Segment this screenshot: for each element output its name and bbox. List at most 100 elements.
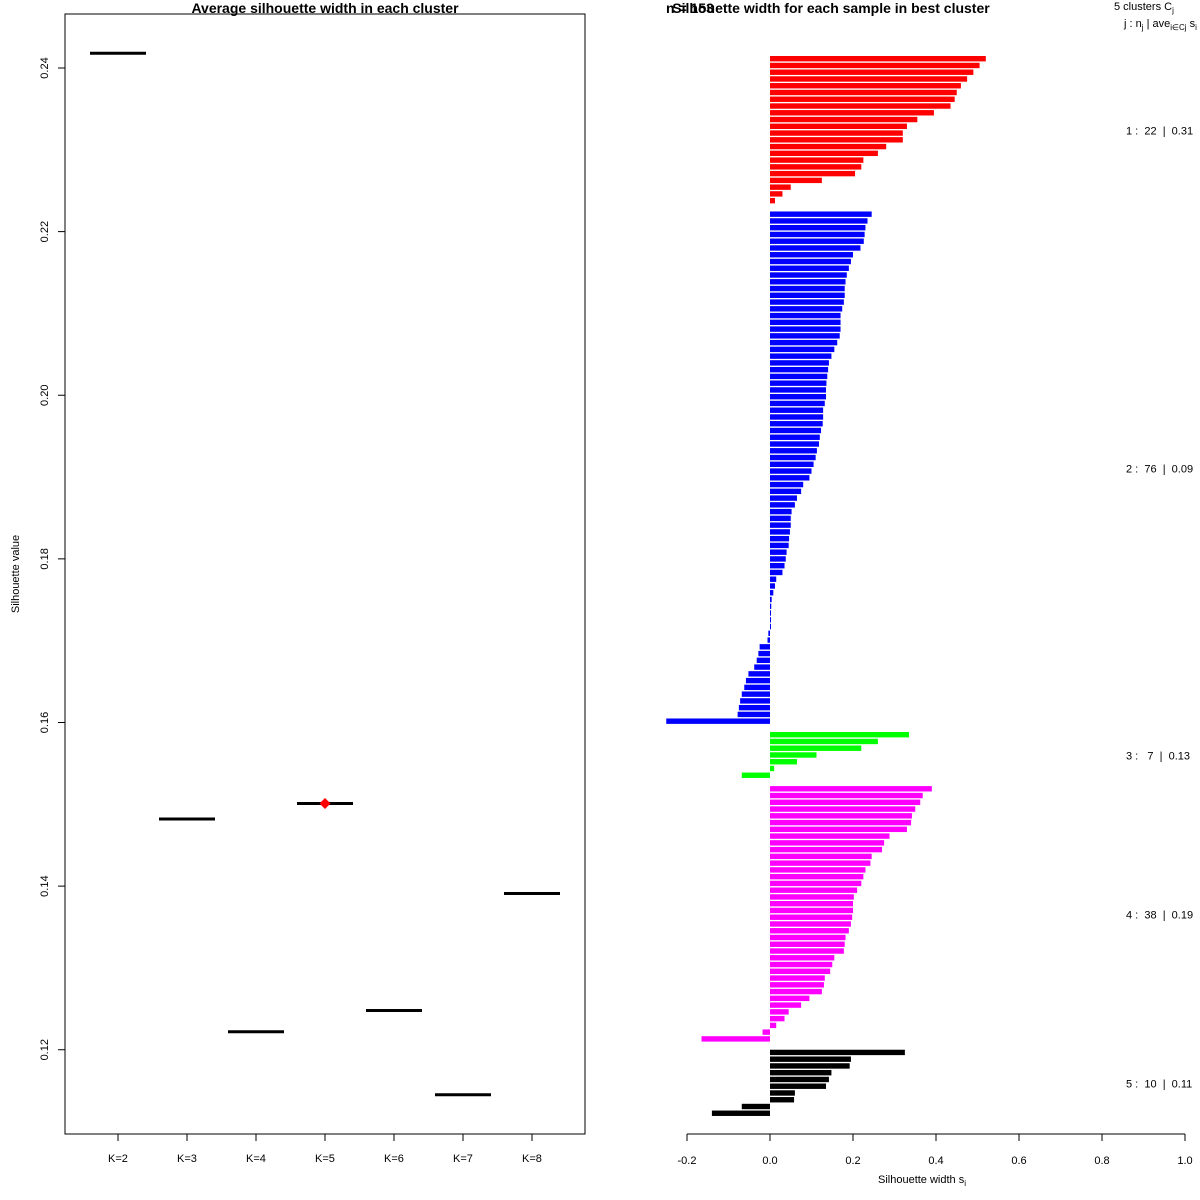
left-plot-frame bbox=[64, 13, 586, 1135]
x-tick-label: K=6 bbox=[384, 1153, 404, 1165]
left-y-axis: 0.12 0.14 0.16 0.18 0.20 0.22 0.24 bbox=[39, 57, 65, 1060]
silhouette-bar bbox=[770, 535, 790, 542]
left-chart-title: Average silhouette width in each cluster bbox=[191, 0, 459, 16]
silhouette-bar bbox=[770, 258, 851, 265]
y-tick-label: 0.12 bbox=[39, 1039, 51, 1060]
silhouette-bar bbox=[770, 1022, 777, 1029]
silhouette-bar bbox=[770, 623, 771, 630]
silhouette-bar bbox=[666, 718, 770, 724]
silhouette-bar bbox=[770, 982, 824, 988]
x-tick-label: -0.2 bbox=[678, 1155, 697, 1167]
silhouette-bar bbox=[741, 1103, 770, 1110]
silhouette-bar bbox=[770, 461, 814, 467]
cluster-label: 3 : 7 | 0.13 bbox=[1126, 751, 1190, 763]
silhouette-bar bbox=[770, 218, 868, 224]
silhouette-bar bbox=[770, 563, 785, 569]
silhouette-bar bbox=[770, 799, 921, 805]
silhouette-bar bbox=[770, 576, 777, 582]
silhouette-bar bbox=[744, 684, 770, 691]
cluster-label: 1 : 22 | 0.31 bbox=[1126, 125, 1193, 137]
silhouette-bar bbox=[770, 948, 844, 954]
silhouette-bar bbox=[770, 792, 923, 799]
silhouette-bar bbox=[770, 765, 775, 772]
legend-title: 5 clusters Cj bbox=[1114, 1, 1174, 15]
silhouette-bars bbox=[666, 56, 986, 1116]
silhouette-bar bbox=[770, 590, 774, 596]
silhouette-bar bbox=[770, 1049, 905, 1056]
silhouette-bar bbox=[770, 759, 797, 765]
silhouette-bar bbox=[770, 123, 907, 129]
silhouette-bar bbox=[770, 231, 865, 238]
y-tick-label: 0.16 bbox=[39, 712, 51, 733]
silhouette-bar bbox=[770, 143, 887, 150]
silhouette-bar bbox=[770, 454, 816, 461]
silhouette-bar bbox=[738, 704, 770, 711]
silhouette-bar bbox=[770, 603, 772, 609]
silhouette-bar bbox=[770, 427, 822, 434]
silhouette-bar bbox=[770, 346, 835, 353]
silhouette-bar bbox=[770, 468, 812, 474]
x-tick-label: 0.4 bbox=[928, 1155, 943, 1167]
silhouette-bar bbox=[770, 279, 846, 285]
silhouette-bar bbox=[770, 150, 878, 157]
silhouette-bar bbox=[770, 197, 775, 204]
silhouette-bar bbox=[770, 819, 912, 826]
right-x-axis: -0.2 0.0 0.2 0.4 0.6 0.8 1.0 bbox=[678, 1133, 1193, 1167]
silhouette-bar bbox=[770, 285, 845, 292]
silhouette-bar bbox=[770, 873, 864, 880]
silhouette-bar bbox=[770, 488, 802, 495]
silhouette-bar bbox=[770, 968, 831, 974]
silhouette-bar bbox=[770, 319, 841, 326]
silhouette-bar bbox=[762, 1029, 770, 1035]
cluster-label: 2 : 76 | 0.09 bbox=[1126, 463, 1193, 475]
silhouette-bar bbox=[770, 1009, 789, 1015]
cluster-label: 5 : 10 | 0.11 bbox=[1126, 1079, 1192, 1091]
silhouette-bar bbox=[770, 738, 878, 745]
x-tick-label: K=2 bbox=[108, 1153, 128, 1165]
y-tick-label: 0.22 bbox=[39, 221, 51, 242]
left-x-axis: K=2 K=3 K=4 K=5 K=6 K=7 K=8 bbox=[108, 1134, 542, 1165]
silhouette-bar bbox=[770, 421, 823, 427]
silhouette-bar bbox=[770, 89, 957, 96]
silhouette-bar bbox=[770, 1076, 829, 1083]
silhouette-bar bbox=[770, 164, 862, 170]
silhouette-bar bbox=[770, 826, 907, 833]
silhouette-bar bbox=[770, 245, 861, 251]
cluster-labels: 1 : 22 | 0.31 2 : 76 | 0.09 3 : 7 | 0.13 4 … bbox=[1126, 125, 1193, 1090]
silhouette-bar bbox=[770, 1090, 795, 1096]
x-tick-label: 0.6 bbox=[1011, 1155, 1026, 1167]
silhouette-bar bbox=[770, 596, 772, 603]
silhouette-bar bbox=[770, 116, 918, 123]
silhouette-bar bbox=[770, 1015, 785, 1022]
silhouette-bar bbox=[770, 380, 827, 386]
silhouette-bar bbox=[770, 373, 828, 380]
silhouette-bar bbox=[758, 650, 770, 657]
silhouette-bar bbox=[770, 441, 819, 447]
silhouette-bar bbox=[770, 191, 783, 197]
silhouette-bar bbox=[770, 76, 968, 82]
silhouette-bar bbox=[768, 630, 770, 636]
silhouette-bar bbox=[770, 901, 853, 907]
x-tick-label: K=3 bbox=[177, 1153, 197, 1165]
silhouette-bar bbox=[770, 360, 829, 366]
silhouette-bar bbox=[770, 339, 838, 346]
x-tick-label: 0.8 bbox=[1094, 1155, 1109, 1167]
silhouette-bar bbox=[770, 333, 840, 339]
right-chart-title: Silhouette width for each sample in best… bbox=[672, 0, 990, 16]
silhouette-bar bbox=[770, 515, 791, 522]
silhouette-bar bbox=[770, 448, 817, 454]
silhouette-bar bbox=[770, 184, 791, 190]
silhouette-bar bbox=[770, 312, 841, 319]
silhouette-bar bbox=[770, 806, 916, 812]
silhouette-bar bbox=[770, 83, 961, 89]
silhouette-bar bbox=[770, 907, 853, 914]
y-tick-label: 0.24 bbox=[39, 57, 51, 78]
silhouette-bar bbox=[770, 840, 885, 846]
silhouette-bar bbox=[770, 69, 974, 75]
silhouette-bar bbox=[770, 610, 771, 616]
silhouette-bar bbox=[767, 637, 770, 643]
silhouette-bar bbox=[770, 732, 910, 738]
silhouette-bar bbox=[770, 434, 820, 440]
x-tick-label: K=4 bbox=[246, 1153, 266, 1165]
silhouette-bar bbox=[770, 1097, 795, 1103]
